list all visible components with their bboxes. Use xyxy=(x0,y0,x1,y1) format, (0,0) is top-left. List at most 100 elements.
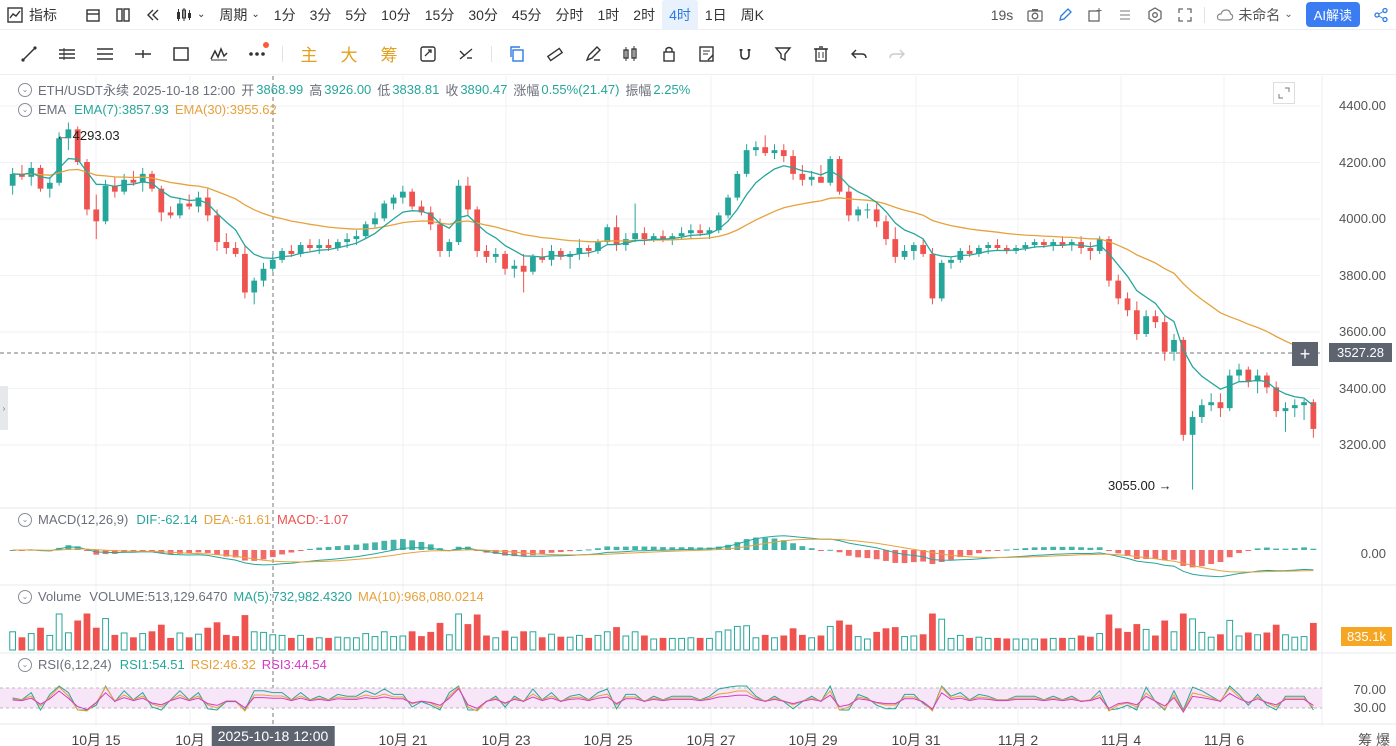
collapse-icon[interactable]: ⌄ xyxy=(18,82,32,97)
macd-histogram-bar xyxy=(139,550,146,551)
volume-bar xyxy=(1161,620,1169,651)
large-order-button[interactable]: 大 xyxy=(340,46,358,65)
ai-analyze-button[interactable]: AI解读 xyxy=(1305,2,1360,27)
redo-icon[interactable] xyxy=(878,33,916,75)
macd-histogram-bar xyxy=(1291,548,1298,550)
period-2[interactable]: 5分 xyxy=(345,6,368,23)
candle-body xyxy=(214,215,220,243)
macd-histogram-bar xyxy=(725,544,731,550)
period-12[interactable]: 周K xyxy=(740,6,765,23)
amp-label: 振幅 xyxy=(625,83,652,98)
wave-icon[interactable] xyxy=(200,33,238,75)
open-label: 开 xyxy=(241,83,255,98)
ema7-value: EMA(7):3857.93 xyxy=(74,102,169,117)
rectangle-icon[interactable] xyxy=(162,33,200,75)
parallel-lines-icon[interactable] xyxy=(48,33,86,75)
collapse-icon[interactable]: ⌄ xyxy=(18,589,32,604)
period-11[interactable]: 1日 xyxy=(704,6,727,23)
countdown: 19s xyxy=(990,6,1014,23)
macd-histogram-bar xyxy=(418,541,425,550)
fib-lines-icon[interactable] xyxy=(86,33,124,75)
period-5[interactable]: 30分 xyxy=(468,6,498,23)
note-icon[interactable] xyxy=(688,33,726,75)
ema30-value: EMA(30):3955.62 xyxy=(174,102,277,117)
expand-icon[interactable] xyxy=(1273,82,1295,104)
rewind-icon[interactable] xyxy=(138,0,168,30)
candle-body xyxy=(687,230,694,234)
add-window-icon[interactable] xyxy=(1080,0,1110,30)
candle-body xyxy=(1236,369,1242,376)
candle-body xyxy=(437,224,443,251)
volume-bar xyxy=(771,637,778,651)
period-7[interactable]: 分时 xyxy=(555,6,584,23)
chips-button[interactable]: 筹 xyxy=(380,46,398,65)
sync-icon[interactable] xyxy=(409,33,447,75)
macd-histogram-bar xyxy=(650,546,657,550)
candle-body xyxy=(65,129,72,139)
layout-name-dropdown[interactable]: 未命名 ⌄ xyxy=(1209,0,1299,30)
macd-histogram-bar xyxy=(1217,550,1224,563)
camera-icon[interactable] xyxy=(1020,0,1050,30)
chart-area[interactable]: ⌄ ETH/USDT永续 2025-10-18 12:00 开 3868.99 高… xyxy=(0,76,1396,746)
trend-line-icon[interactable] xyxy=(10,33,48,75)
filter-icon[interactable] xyxy=(764,33,802,75)
macd-dea: DEA:-61.61 xyxy=(203,512,271,527)
share-icon[interactable] xyxy=(1366,0,1396,30)
period-1[interactable]: 3分 xyxy=(309,6,332,23)
macd-histogram-bar xyxy=(362,543,369,550)
rsi1-value: RSI1:54.51 xyxy=(119,657,185,672)
volume-bar xyxy=(455,613,462,651)
period-dropdown[interactable]: 周期 ⌄ xyxy=(212,0,266,30)
chart-type-button[interactable]: ⌄ xyxy=(168,0,212,30)
candle-body xyxy=(892,239,899,257)
period-3[interactable]: 10分 xyxy=(381,6,411,23)
symbol-time: ETH/USDT永续 2025-10-18 12:00 xyxy=(38,83,236,98)
period-6[interactable]: 45分 xyxy=(511,6,542,23)
period-8[interactable]: 1时 xyxy=(597,6,620,23)
measure-icon[interactable] xyxy=(447,33,485,75)
more-tools-icon[interactable] xyxy=(238,33,276,75)
macd-histogram-bar xyxy=(297,550,304,551)
indicators-button[interactable]: 指标 xyxy=(0,0,64,30)
lock-icon[interactable] xyxy=(650,33,688,75)
collapse-icon[interactable]: ⌄ xyxy=(18,657,32,672)
volume-bar xyxy=(1124,631,1131,651)
period-0[interactable]: 1分 xyxy=(273,6,296,23)
period-10[interactable]: 4时 xyxy=(662,0,698,30)
horizontal-line-icon[interactable] xyxy=(124,33,162,75)
calendar-icon[interactable] xyxy=(78,0,108,30)
fullscreen-icon[interactable] xyxy=(1170,0,1200,30)
price-tick: 4200.00 xyxy=(1339,154,1386,170)
macd-histogram-bar xyxy=(74,546,81,550)
volume-bar xyxy=(947,637,955,651)
volume-bar xyxy=(371,636,379,651)
volume-bar xyxy=(213,622,221,651)
add-alert-icon[interactable]: + xyxy=(1292,342,1318,366)
amp-value: 2.25% xyxy=(653,82,691,97)
candle-body xyxy=(808,176,815,180)
trash-icon[interactable] xyxy=(802,33,840,75)
candle-pattern-icon[interactable] xyxy=(612,33,650,75)
macd-histogram-bar xyxy=(1264,547,1270,550)
chart-canvas[interactable] xyxy=(0,76,1396,746)
left-expand-handle[interactable]: › xyxy=(0,386,8,430)
collapse-icon[interactable]: ⌄ xyxy=(18,512,32,527)
list-icon[interactable] xyxy=(1110,0,1140,30)
undo-icon[interactable] xyxy=(840,33,878,75)
period-9[interactable]: 2时 xyxy=(633,6,656,23)
magnet-icon[interactable] xyxy=(726,33,764,75)
candle-body xyxy=(818,176,824,183)
volume-bar xyxy=(148,631,156,651)
copy-icon[interactable] xyxy=(498,33,536,75)
main-chart-button[interactable]: 主 xyxy=(300,46,318,65)
collapse-icon[interactable]: ⌄ xyxy=(18,102,32,117)
layout-icon[interactable] xyxy=(108,0,138,30)
period-4[interactable]: 15分 xyxy=(424,6,455,23)
brush-icon[interactable] xyxy=(574,33,612,75)
ruler-icon[interactable] xyxy=(536,33,574,75)
settings-icon[interactable] xyxy=(1140,0,1170,30)
candle-body xyxy=(372,218,378,225)
pen-icon[interactable] xyxy=(1050,0,1080,30)
macd-histogram-bar xyxy=(204,550,211,553)
volume-bar xyxy=(603,631,611,651)
